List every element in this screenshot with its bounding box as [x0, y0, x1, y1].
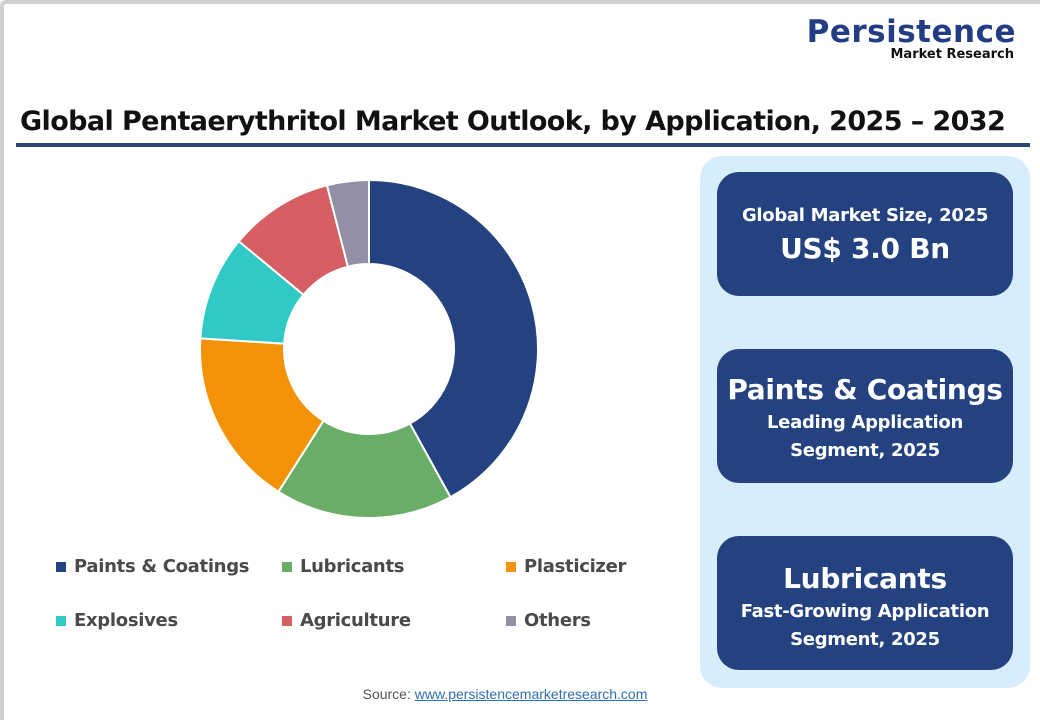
- legend-label: Plasticizer: [524, 556, 627, 577]
- chart-title: Global Pentaerythritol Market Outlook, b…: [20, 106, 1006, 137]
- card-label: Leading Application: [767, 412, 963, 433]
- source-link[interactable]: www.persistencemarketresearch.com: [414, 686, 648, 702]
- legend-label: Lubricants: [300, 556, 405, 577]
- legend-label: Agriculture: [300, 610, 411, 631]
- market-size-card: Global Market Size, 2025 US$ 3.0 Bn: [717, 172, 1013, 296]
- card-label: Global Market Size, 2025: [741, 205, 989, 226]
- logo-main-text: Persistence: [806, 14, 1016, 50]
- legend-item-others: Others: [506, 610, 591, 631]
- source-line: Source: www.persistencemarketresearch.co…: [0, 686, 1010, 702]
- card-value: Lubricants: [783, 562, 947, 595]
- donut-slice-others: [325, 178, 370, 268]
- legend-item-explosives: Explosives: [56, 610, 178, 631]
- card-value: Paints & Coatings: [727, 373, 1003, 406]
- legend-label: Others: [524, 610, 591, 631]
- legend-item-plasticizer: Plasticizer: [506, 556, 626, 577]
- card-label: Fast-Growing Application: [740, 601, 990, 622]
- logo-sub-text: Market Research: [890, 47, 1015, 62]
- card-label: Segment, 2025: [790, 629, 940, 650]
- legend-swatch: [56, 615, 66, 626]
- company-logo: Persistence Market Research: [807, 16, 1016, 62]
- donut-slice-paints-coatings: [368, 178, 539, 499]
- legend-swatch: [506, 561, 516, 572]
- source-label: Source:: [362, 686, 415, 702]
- fast-growing-segment-card: Lubricants Fast-Growing Application Segm…: [717, 536, 1013, 670]
- legend-swatch: [506, 615, 516, 626]
- donut-slice-lubricants: [277, 419, 452, 519]
- card-label: Segment, 2025: [790, 440, 940, 461]
- legend-swatch: [282, 615, 292, 626]
- card-value: US$ 3.0 Bn: [780, 232, 950, 265]
- legend-item-paints-coatings: Paints & Coatings: [56, 556, 250, 577]
- donut-slice-plasticizer: [199, 337, 325, 494]
- legend-item-agriculture: Agriculture: [282, 610, 411, 631]
- title-divider: [16, 143, 1030, 147]
- legend-label: Explosives: [74, 610, 178, 631]
- leading-segment-card: Paints & Coatings Leading Application Se…: [717, 349, 1013, 483]
- legend-item-lubricants: Lubricants: [282, 556, 404, 577]
- legend-swatch: [56, 561, 66, 572]
- legend-label: Paints & Coatings: [74, 556, 250, 577]
- legend-swatch: [282, 561, 292, 572]
- donut-chart: [199, 178, 539, 519]
